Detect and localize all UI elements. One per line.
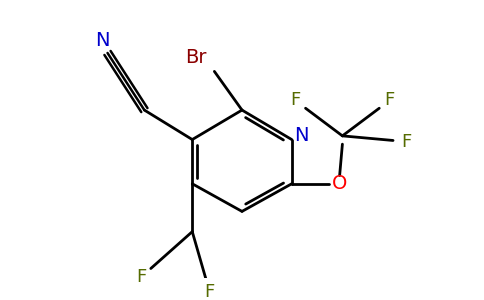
Text: F: F xyxy=(205,283,215,300)
Text: N: N xyxy=(294,126,308,146)
Text: F: F xyxy=(401,133,411,151)
Text: Br: Br xyxy=(185,48,207,67)
Text: O: O xyxy=(332,174,348,193)
Text: F: F xyxy=(290,92,301,110)
Text: N: N xyxy=(95,31,109,50)
Text: F: F xyxy=(384,92,394,110)
Text: F: F xyxy=(136,268,146,286)
